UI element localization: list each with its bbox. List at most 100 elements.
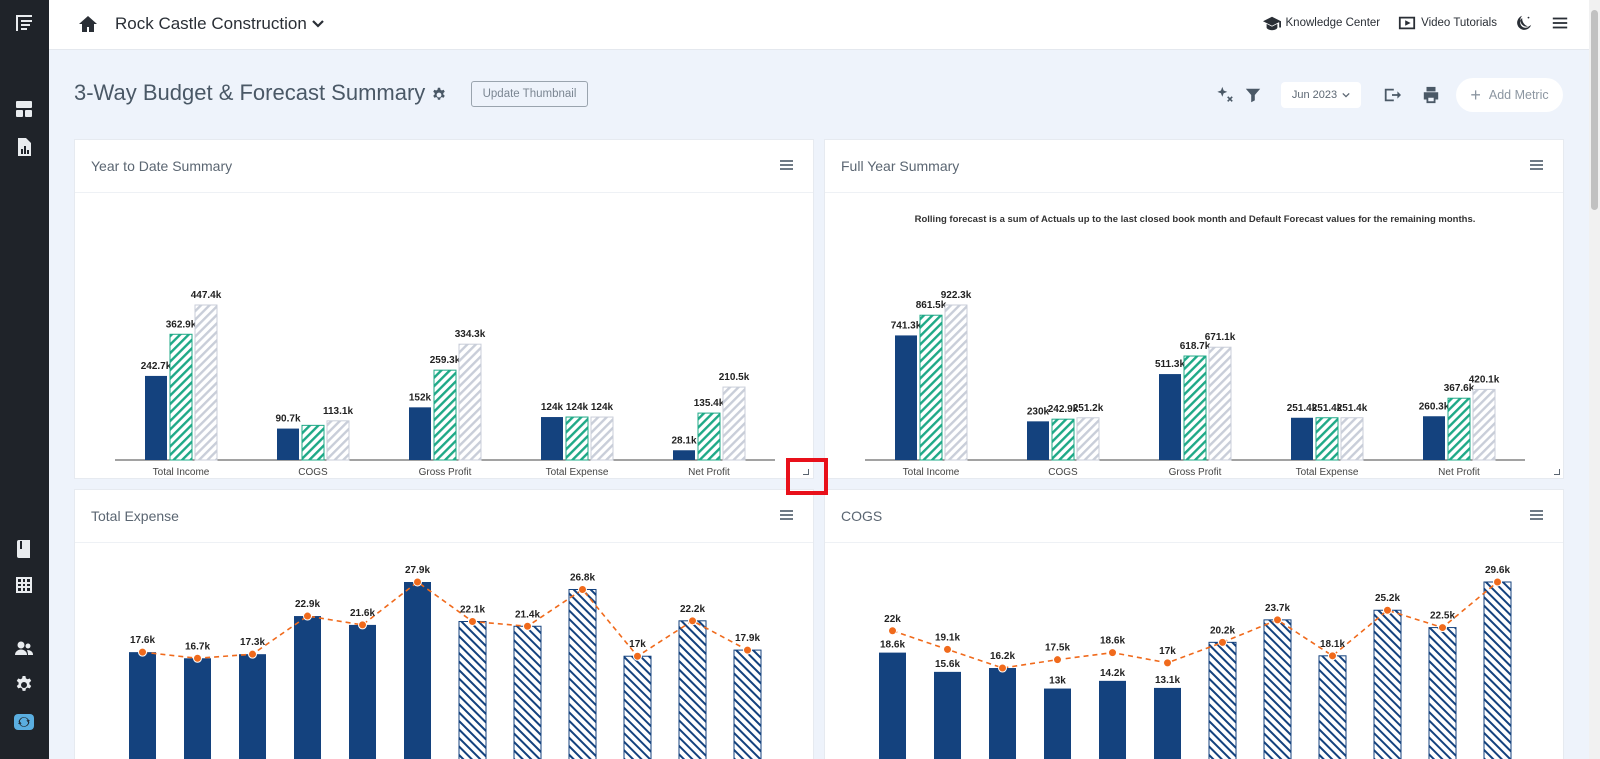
trend-label: 18.6k — [1100, 636, 1125, 647]
highlight-box — [786, 458, 828, 495]
print-icon[interactable] — [1422, 86, 1440, 104]
card-menu-icon[interactable] — [1530, 510, 1543, 521]
trend-label: 21.4k — [515, 609, 540, 620]
gear-icon[interactable] — [431, 87, 447, 103]
dark-mode-toggle[interactable] — [1515, 14, 1533, 32]
data-label: 671.1k — [1205, 332, 1236, 343]
trend-point — [1438, 623, 1447, 633]
data-label: 124k — [566, 402, 589, 413]
bar — [1154, 687, 1181, 759]
card-menu-icon[interactable] — [780, 510, 793, 521]
data-label: 15.6k — [935, 659, 960, 670]
sidebar — [0, 0, 49, 759]
trend-point — [468, 616, 477, 626]
bar — [623, 655, 652, 759]
card-menu-icon[interactable] — [1530, 160, 1543, 171]
bar — [169, 333, 193, 461]
trend-label: 22.5k — [1430, 611, 1455, 622]
bar — [1373, 609, 1402, 759]
trend-label: 22.2k — [680, 604, 705, 615]
clear-filter-icon[interactable] — [1216, 86, 1234, 104]
bar — [294, 616, 321, 759]
video-tutorials-link[interactable]: Video Tutorials — [1398, 14, 1497, 32]
menu-icon[interactable] — [13, 12, 35, 34]
export-icon[interactable] — [1383, 86, 1401, 104]
page-scrollbar[interactable] — [1589, 0, 1600, 759]
settings-icon[interactable] — [13, 674, 35, 696]
data-label: 28.1k — [671, 435, 696, 446]
dark-mode-icon — [1517, 15, 1532, 30]
update-thumbnail-button[interactable]: Update Thumbnail — [471, 81, 588, 107]
book-icon[interactable] — [13, 538, 35, 560]
trend-point — [633, 651, 642, 661]
report-icon[interactable] — [13, 136, 35, 158]
x-tick-label: Net Profit — [1438, 467, 1480, 478]
data-label: 922.3k — [941, 290, 972, 301]
data-label: 511.3k — [1155, 359, 1185, 370]
trend-point — [1218, 637, 1227, 647]
trend-point — [1328, 651, 1337, 661]
trend-point — [138, 647, 147, 657]
users-icon[interactable] — [13, 637, 35, 659]
trend-label: 16.7k — [185, 641, 210, 652]
bar — [349, 624, 376, 759]
card-title: Total Expense — [91, 508, 179, 524]
bar — [879, 652, 906, 759]
trend-label: 20.2k — [1210, 625, 1235, 636]
bar — [1208, 346, 1232, 461]
resize-handle[interactable] — [1554, 469, 1560, 475]
sync-icon[interactable] — [13, 711, 35, 733]
bar — [145, 375, 167, 460]
data-label: 124k — [541, 402, 564, 413]
resize-handle[interactable] — [803, 469, 809, 475]
date-selector[interactable]: Jun 2023 — [1281, 82, 1361, 108]
dashboard-icon[interactable] — [13, 98, 35, 120]
ytd-summary-card: Year to Date Summary 242.7k 362.9k 447.4k T… — [74, 139, 814, 479]
bar — [277, 428, 299, 460]
hamburger-icon — [1552, 17, 1568, 29]
bar — [1472, 388, 1496, 461]
filter-icon[interactable] — [1244, 86, 1262, 104]
trend-point — [578, 584, 587, 594]
top-bar: Rock Castle Construction Knowledge Cente… — [49, 0, 1589, 50]
data-label: 135.4k — [694, 398, 725, 409]
trend-point — [1383, 605, 1392, 615]
x-tick-label: Gross Profit — [419, 467, 472, 478]
date-selector-value: Jun 2023 — [1291, 89, 1338, 101]
trend-label: 25.2k — [1375, 593, 1400, 604]
bar — [1483, 581, 1512, 759]
trend-point — [1053, 655, 1062, 665]
add-metric-button[interactable]: + Add Metric — [1456, 78, 1563, 112]
data-label: 741.3k — [891, 320, 922, 331]
data-label: 251.4k — [1287, 403, 1318, 414]
grid-icon[interactable] — [13, 574, 35, 596]
trend-label: 17k — [1159, 646, 1176, 657]
bar — [678, 620, 707, 759]
trend-point — [1163, 658, 1172, 668]
ytd-summary-chart: 242.7k 362.9k 447.4k Total Income 90.7k 113.1… — [115, 290, 775, 478]
bar — [989, 668, 1016, 759]
total-expense-chart: 17.6k 16.7k 17.3k 22.9k 21.6k 27.9k 22.1k 21.4k… — [129, 565, 762, 759]
trend-label: 17.6k — [130, 635, 155, 646]
trend-point — [358, 620, 367, 630]
trend-label: 23.7k — [1265, 603, 1290, 614]
bar — [1027, 421, 1049, 460]
bar — [1315, 417, 1339, 461]
bar — [1428, 627, 1457, 759]
data-label: 260.3k — [1419, 401, 1450, 412]
knowledge-center-link[interactable]: Knowledge Center — [1262, 14, 1380, 32]
bar — [1044, 688, 1071, 759]
data-label: 242.7k — [141, 361, 172, 372]
card-menu-icon[interactable] — [780, 160, 793, 171]
company-selector[interactable]: Rock Castle Construction — [115, 14, 325, 34]
bar — [541, 417, 563, 460]
data-label: 152k — [409, 392, 432, 403]
scrollbar-thumb[interactable] — [1591, 10, 1598, 210]
bar — [919, 314, 943, 461]
hamburger-menu[interactable] — [1551, 14, 1569, 32]
home-icon[interactable] — [78, 14, 98, 34]
video-tutorials-label: Video Tutorials — [1421, 17, 1497, 29]
add-metric-label: Add Metric — [1488, 88, 1549, 102]
chevron-down-icon — [312, 20, 324, 28]
bar — [1183, 355, 1207, 461]
